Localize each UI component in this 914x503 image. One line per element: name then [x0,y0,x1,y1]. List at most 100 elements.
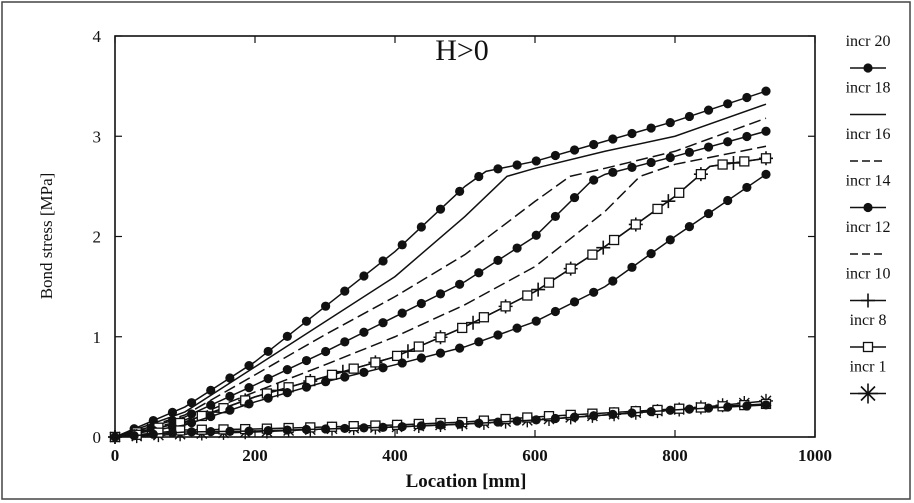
marker-dot [397,308,407,318]
marker-dot [397,240,407,250]
marker-open-square [608,234,620,246]
axes: 0 200 400 600 800 1000 0 1 2 3 4 [93,27,833,465]
series-incr-20 [110,86,771,442]
marker-dot [531,156,541,166]
series-incr-8 [109,153,772,443]
marker-dot [723,402,733,412]
marker-open-square [413,341,424,352]
marker-dot [742,182,752,193]
marker-dot [321,377,331,387]
marker-open-square [862,341,874,353]
legend-label: incr 14 [846,173,891,190]
marker-dot [435,204,446,214]
legend-label: incr 16 [846,126,891,143]
marker-dot [589,411,599,421]
marker-dot [608,134,618,144]
marker-dot [435,420,446,430]
marker-dot [512,160,522,170]
series-line [114,117,767,438]
marker-dot [129,431,139,441]
marker-dot [665,405,675,415]
marker-dot [684,222,695,232]
marker-dot [282,388,292,398]
marker-open-square [326,369,338,380]
marker-open-square [500,301,511,312]
marker-dot [684,404,695,414]
marker-dot [263,374,273,384]
marker-open-square [391,350,403,362]
marker-dot [723,99,733,109]
marker-dot [742,401,752,411]
marker-dot [703,208,714,219]
marker-dot [627,262,637,272]
marker-dot [301,316,312,326]
marker-dot [301,355,312,366]
marker-open-square [522,412,533,423]
marker-dot [569,412,580,422]
series-unlabeled-10 [110,400,771,442]
legend-label: incr 10 [846,266,891,283]
marker-plus [861,293,875,308]
marker-dot [684,147,695,157]
legend-label: incr 8 [850,312,887,329]
marker-dot [665,152,675,163]
marker-open-square [435,332,446,343]
marker-dot [493,417,503,427]
marker-dot [589,139,599,150]
series-incr-12 [114,145,767,438]
marker-dot [359,271,369,281]
legend-item: incr 16 [846,126,891,162]
x-tick-label: 800 [662,446,688,465]
marker-dot [321,346,331,357]
marker-dot [550,306,560,317]
marker-open-square [457,322,468,334]
marker-dot [863,63,873,73]
legend-item: incr 1 [850,359,887,404]
marker-dot [627,128,637,139]
marker-dot [455,419,465,429]
series-line [114,145,767,438]
marker-open-square [652,203,663,215]
marker-dot [723,137,733,147]
legend-star-marker [858,383,878,404]
marker-dot [378,363,388,373]
x-tick-label: 1000 [798,446,832,465]
chart-annotation: H>0 [435,34,489,67]
marker-dot [742,131,752,142]
marker-dot [531,316,541,326]
marker-open-square [739,156,750,167]
marker-open-square [760,153,772,164]
legend-label: incr 20 [846,33,891,50]
legend-item: incr 8 [850,312,887,353]
marker-dot [416,421,426,431]
marker-dot [263,426,273,436]
marker-dot [646,249,656,259]
marker-dot [608,167,618,177]
marker-dot [493,255,503,265]
marker-dot [167,407,178,417]
marker-dot [512,243,522,253]
legend-item: incr 14 [846,173,891,213]
marker-dot [665,235,675,245]
marker-dot [263,393,273,403]
marker-dot [608,409,618,419]
marker-dot [646,407,656,417]
marker-open-square [717,159,728,170]
legend-item: incr 18 [846,80,890,116]
legend-label: incr 1 [850,359,887,376]
legend-item: incr 20 [846,33,891,73]
marker-open-square [348,363,359,374]
y-tick-label: 2 [93,228,102,247]
marker-dot [761,169,771,179]
marker-dot [742,92,752,103]
x-tick-label: 200 [242,446,268,465]
marker-open-square [674,187,685,198]
marker-dot [627,408,637,418]
marker-dot [397,358,407,368]
marker-dot [206,411,216,422]
marker-dot [761,400,771,410]
marker-dot [569,192,580,203]
marker-dot [148,429,158,439]
series-line [114,404,767,438]
